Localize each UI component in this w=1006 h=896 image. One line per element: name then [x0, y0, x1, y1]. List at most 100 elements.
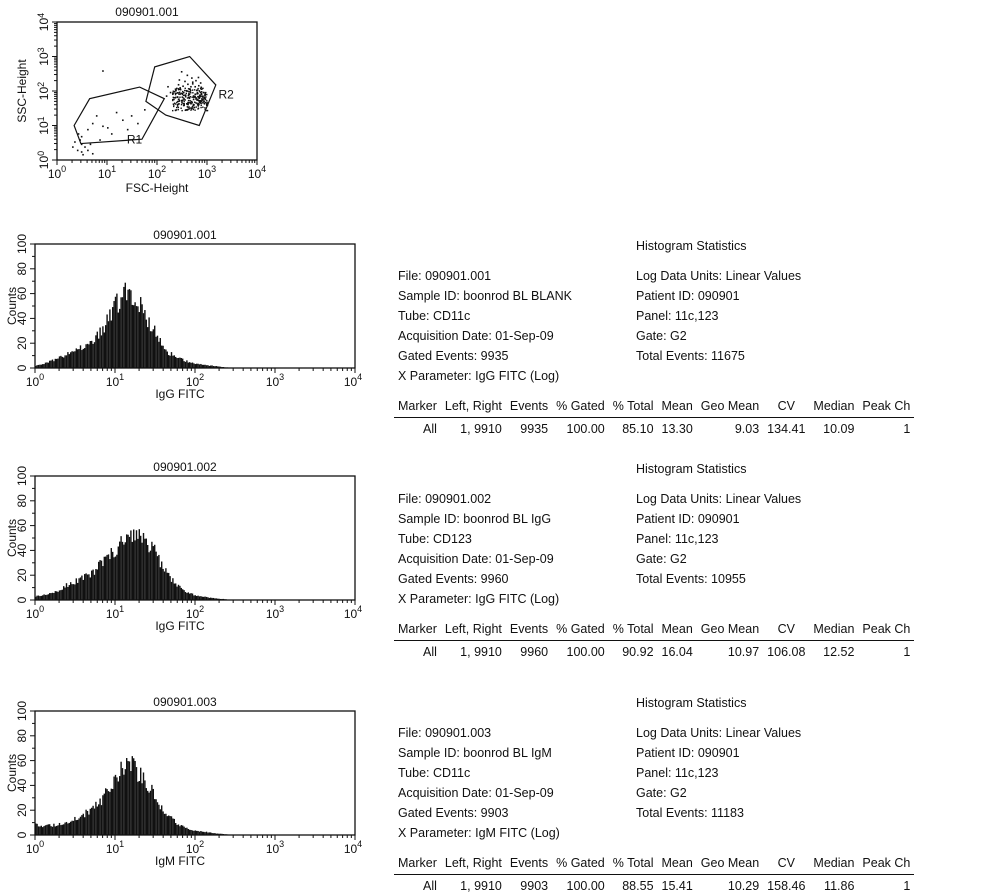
stats-log-units: Log Data Units: Linear Values: [636, 266, 801, 286]
histogram-bar: [70, 582, 71, 600]
histogram-bar: [144, 310, 145, 368]
histogram-bar: [120, 297, 121, 368]
data-point: [81, 136, 83, 138]
stats-total-events: Total Events: 10955: [636, 569, 801, 589]
data-point: [87, 150, 89, 152]
histogram-bar: [171, 582, 172, 600]
col-header: Mean: [658, 396, 697, 418]
data-point: [107, 127, 109, 129]
x-tick-label: 101: [106, 604, 124, 621]
col-header: Median: [809, 396, 858, 418]
data-point: [184, 81, 186, 83]
data-point: [186, 93, 187, 94]
stats-panel: Panel: 11c,123: [636, 306, 801, 326]
histogram-bar: [73, 584, 74, 600]
histogram-bar: [85, 344, 86, 368]
data-point: [198, 104, 199, 105]
data-point: [178, 84, 180, 86]
histogram-bar: [143, 772, 144, 835]
histogram-bar: [57, 825, 58, 835]
col-header: Left, Right: [441, 853, 506, 875]
histogram-bar: [136, 306, 137, 368]
histogram-bar: [119, 542, 120, 600]
histogram-bar: [109, 559, 110, 600]
histogram-bar: [92, 806, 93, 835]
histogram-bar: [157, 802, 158, 835]
histogram-bar: [48, 594, 49, 600]
histogram-bar: [148, 793, 149, 835]
data-point: [183, 97, 184, 98]
histogram-bar: [88, 574, 89, 600]
table-row: All 1, 9910 9935 100.00 85.10 13.30 9.03…: [394, 418, 914, 440]
data-point: [178, 109, 179, 110]
histogram-bar: [182, 589, 183, 600]
data-point: [81, 144, 83, 146]
histogram-bar: [81, 350, 82, 368]
histogram-bar: [167, 573, 168, 600]
stats-log-units: Log Data Units: Linear Values: [636, 723, 801, 743]
data-point: [186, 90, 187, 91]
histogram-bar: [148, 552, 149, 600]
data-point: [187, 97, 188, 98]
histogram-bar: [125, 283, 126, 368]
histogram-bar: [169, 816, 170, 835]
data-point: [181, 104, 182, 105]
histogram-bar: [64, 588, 65, 600]
cell-cv: 134.41: [763, 418, 809, 440]
x-axis-label: IgG FITC: [155, 619, 205, 633]
histogram-bar: [158, 555, 159, 600]
data-point: [77, 150, 79, 152]
data-point: [92, 153, 94, 155]
col-header: Marker: [394, 619, 441, 641]
data-point: [188, 100, 189, 101]
histogram-bar: [154, 545, 155, 600]
histogram-bar: [78, 349, 79, 368]
y-tick-label: 104: [36, 13, 51, 31]
histogram-bar: [171, 352, 172, 368]
data-point: [185, 94, 186, 95]
data-point: [74, 141, 76, 143]
histogram-bar: [69, 354, 70, 368]
histogram-bar: [49, 824, 50, 835]
data-point: [172, 100, 173, 101]
data-point: [201, 96, 202, 97]
histogram-bar: [55, 359, 56, 368]
histogram-bar: [188, 829, 189, 835]
data-point: [174, 97, 175, 98]
histogram-bar: [74, 584, 75, 600]
col-header: Geo Mean: [697, 853, 763, 875]
histogram-bar: [101, 335, 102, 368]
histogram-bar: [71, 351, 72, 368]
histogram-bar: [83, 814, 84, 835]
histogram-bar: [195, 595, 196, 600]
data-point: [203, 92, 204, 93]
col-header: CV: [763, 396, 809, 418]
histogram-bar: [179, 358, 180, 368]
data-point: [79, 139, 81, 141]
data-point: [182, 91, 183, 92]
histogram-bar: [126, 300, 127, 368]
histogram-bar: [113, 557, 114, 600]
data-point: [197, 93, 198, 94]
histogram-bar: [181, 825, 182, 835]
histogram-bar: [146, 539, 147, 600]
histogram-bar: [36, 596, 37, 600]
histogram-bar: [74, 351, 75, 368]
data-point: [200, 82, 202, 84]
data-point: [188, 106, 189, 107]
data-point: [201, 101, 202, 102]
histogram-bar: [91, 808, 92, 835]
histogram-bar: [161, 562, 162, 600]
histogram-bar: [74, 817, 75, 835]
data-point: [179, 87, 181, 89]
histogram-bar: [98, 562, 99, 600]
histogram-bar: [62, 357, 63, 368]
y-tick-label: 20: [15, 803, 29, 817]
col-header: % Total: [609, 396, 658, 418]
y-axis-label: Counts: [5, 754, 19, 792]
histogram-bar: [175, 357, 176, 368]
data-point: [184, 103, 185, 104]
data-point: [190, 103, 191, 104]
histogram-bar: [70, 352, 71, 368]
histogram-bar: [77, 583, 78, 600]
